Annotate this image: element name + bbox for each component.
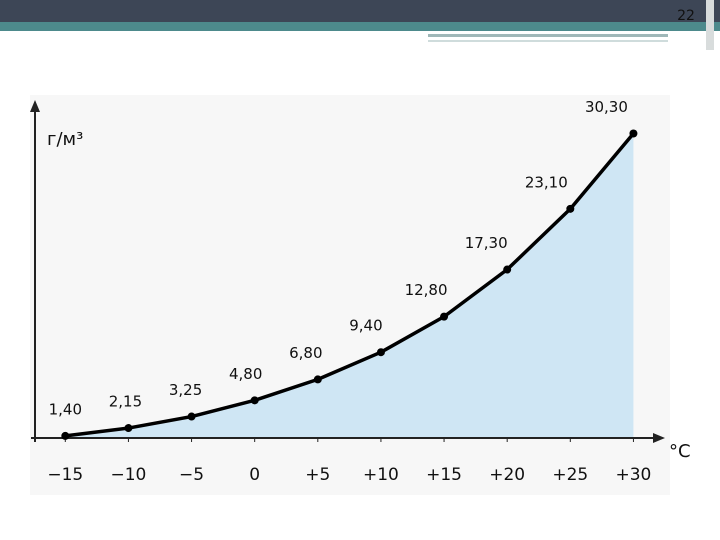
area [65,133,634,438]
point [187,412,196,421]
x-axis-arrow [653,433,665,443]
x-tick-label: +25 [552,465,588,485]
line [65,132,635,438]
top-bar [0,0,720,22]
point [503,265,512,274]
x-axis-label: °C [669,441,691,462]
value-label: 6,80 [289,344,322,362]
top-stripe [0,22,720,31]
value-label: 9,40 [349,317,382,335]
y-axis-label: г/м³ [47,129,83,150]
point [313,375,322,384]
x-tick-label: +5 [305,465,330,485]
point [566,204,575,213]
x-tick-label: −10 [110,465,146,485]
x-tick-label: +10 [363,465,399,485]
x-tick-label: −5 [179,465,204,485]
x-tick-label: +15 [426,465,462,485]
value-label: 23,10 [525,173,568,191]
slide-number: 22 [677,8,695,24]
value-label: 3,25 [169,381,202,399]
point [440,312,449,321]
x-tick-label: 0 [249,465,260,485]
y-axis-arrow [30,100,40,112]
x-tick-label: +20 [489,465,525,485]
value-label: 1,40 [49,400,82,418]
x-tick-label: −15 [47,465,83,485]
value-label: 12,80 [405,281,448,299]
value-label: 30,30 [585,98,628,116]
value-label: 17,30 [465,234,508,252]
chart: г/м³ °C −15 −10 −5 0 +5 +10 +15 +20 +25 +30 1,40 2,15… [30,98,691,485]
accent-line [428,40,668,42]
point [124,424,133,433]
side-accent [706,0,714,50]
point [250,396,259,405]
point [61,431,70,440]
value-label: 2,15 [109,393,142,411]
point [376,348,385,357]
point [629,129,638,138]
value-label: 4,80 [229,365,262,383]
x-tick-label: +30 [615,465,651,485]
accent-line [428,34,668,37]
